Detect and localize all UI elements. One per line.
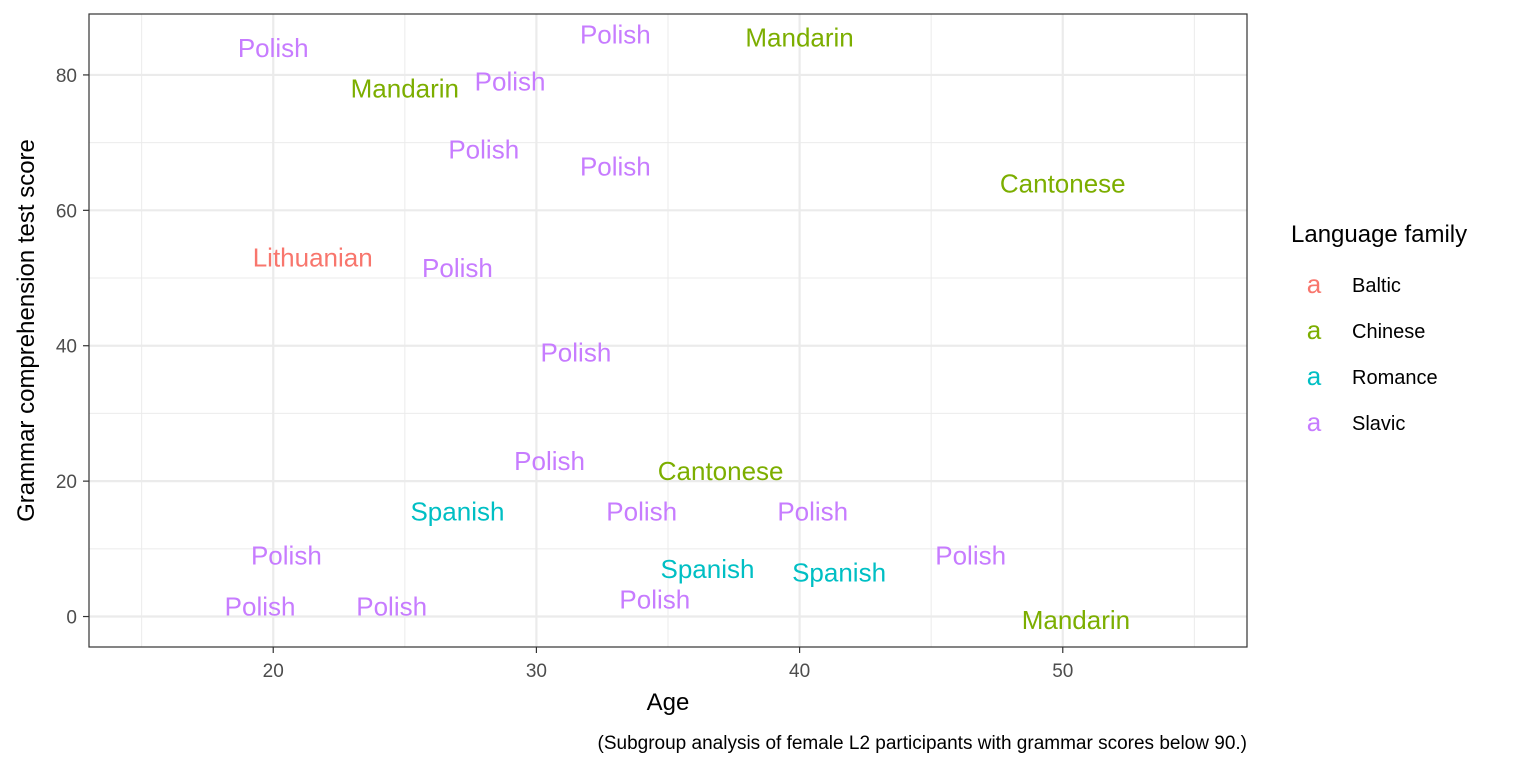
data-label-polish: Polish [225, 591, 296, 621]
data-label-mandarin: Mandarin [1022, 605, 1130, 635]
data-label-polish: Polish [580, 151, 651, 181]
data-label-spanish: Spanish [660, 554, 754, 584]
panel-border [88, 13, 1248, 648]
data-label-lithuanian: Lithuanian [253, 243, 373, 273]
y-tick-label: 80 [56, 66, 77, 87]
x-tick-label: 20 [263, 661, 284, 682]
data-label-polish: Polish [251, 541, 322, 571]
data-label-polish: Polish [540, 338, 611, 368]
data-label-polish: Polish [514, 446, 585, 476]
legend-label-slavic: Slavic [1352, 413, 1405, 435]
legend-key-baltic: a [1307, 269, 1322, 299]
y-tick-label: 60 [56, 201, 77, 222]
data-label-spanish: Spanish [792, 558, 886, 588]
legend-label-romance: Romance [1352, 367, 1438, 389]
x-axis-title: Age [647, 689, 690, 716]
data-label-polish: Polish [619, 585, 690, 615]
legend-label-chinese: Chinese [1352, 321, 1425, 343]
data-label-mandarin: Mandarin [745, 23, 853, 53]
legend-title: Language family [1291, 221, 1467, 248]
legend-key-chinese: a [1307, 315, 1322, 345]
y-tick-label: 20 [56, 472, 77, 493]
plot-panel [88, 13, 1248, 648]
y-axis: 0 20 40 60 80 [56, 66, 89, 629]
data-label-mandarin: Mandarin [351, 73, 459, 103]
data-label-polish: Polish [422, 253, 493, 283]
data-label-polish: Polish [580, 19, 651, 49]
data-labels: Polish Mandarin Polish Polish Mandarin Polish… [225, 19, 1130, 635]
legend-key-romance: a [1307, 361, 1322, 391]
y-axis-title: Grammar comprehension test score [13, 139, 40, 522]
data-label-polish: Polish [448, 134, 519, 164]
legend-label-baltic: Baltic [1352, 275, 1401, 297]
data-label-polish: Polish [606, 497, 677, 527]
data-label-cantonese: Cantonese [1000, 168, 1126, 198]
x-tick-label: 30 [526, 661, 547, 682]
x-tick-label: 40 [789, 661, 810, 682]
x-tick-label: 50 [1052, 661, 1073, 682]
data-label-polish: Polish [935, 541, 1006, 571]
y-tick-label: 0 [66, 608, 77, 629]
data-label-polish: Polish [475, 67, 546, 97]
legend: Language family a Baltic a Chinese a Romance a… [1291, 221, 1467, 437]
caption: (Subgroup analysis of female L2 particip… [598, 733, 1247, 754]
legend-key-slavic: a [1307, 407, 1322, 437]
data-label-polish: Polish [356, 591, 427, 621]
x-axis: 20 30 40 50 [263, 647, 1073, 682]
y-tick-label: 40 [56, 337, 77, 358]
data-label-spanish: Spanish [410, 497, 504, 527]
data-label-cantonese: Cantonese [658, 456, 784, 486]
data-label-polish: Polish [238, 33, 309, 63]
data-label-polish: Polish [777, 497, 848, 527]
